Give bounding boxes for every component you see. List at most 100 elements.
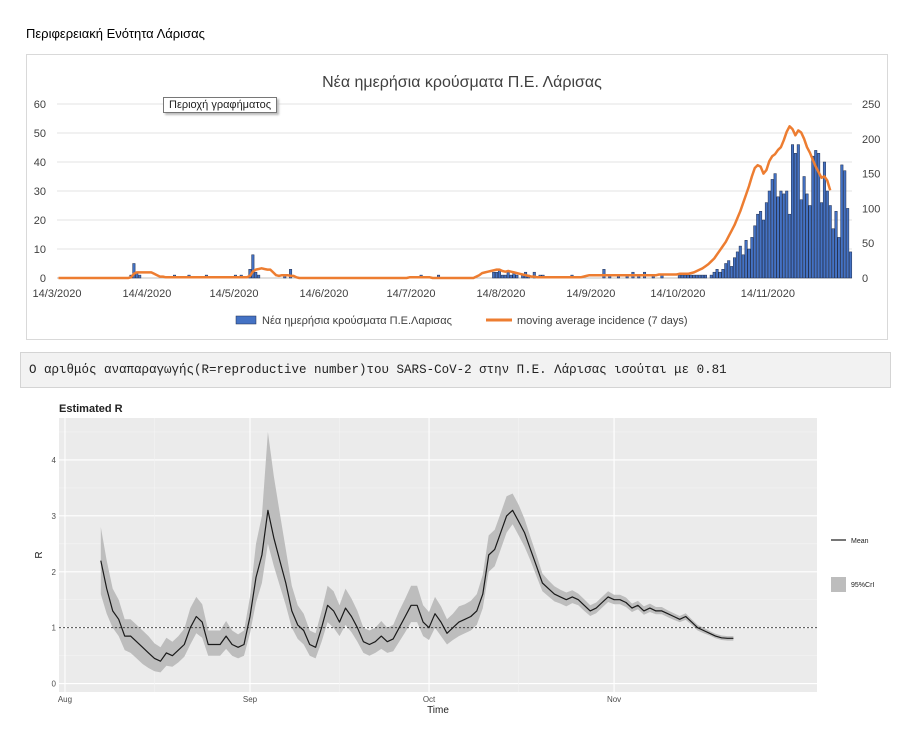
bar bbox=[744, 240, 748, 279]
bar bbox=[503, 274, 507, 279]
x-tick-label: 14/10/2020 bbox=[650, 288, 705, 300]
bar bbox=[802, 176, 806, 279]
bar bbox=[138, 274, 142, 279]
y-right-tick-label: 50 bbox=[862, 238, 874, 250]
bar bbox=[828, 205, 832, 279]
y-right-tick-label: 250 bbox=[862, 99, 880, 111]
bar bbox=[791, 144, 795, 279]
bar bbox=[793, 153, 797, 279]
y-right-tick-label: 200 bbox=[862, 134, 880, 146]
mean-line bbox=[100, 509, 734, 662]
estimated-r-chart: Estimated R 0 1 2 3 4 Aug Sep Oct Nov Time R Mean 95%… bbox=[34, 403, 874, 716]
bar bbox=[747, 248, 751, 279]
bar bbox=[289, 269, 293, 279]
bar bbox=[735, 251, 739, 279]
moving-average-line bbox=[58, 125, 832, 280]
bar bbox=[756, 213, 760, 279]
bar bbox=[515, 274, 519, 279]
bar bbox=[764, 202, 768, 279]
bar bbox=[509, 274, 513, 279]
page-title: Περιφερειακή Ενότητα Λάρισας bbox=[26, 26, 205, 41]
bar bbox=[770, 179, 774, 279]
bar bbox=[846, 208, 850, 279]
bar bbox=[257, 274, 261, 279]
bar bbox=[695, 274, 699, 279]
bar bbox=[721, 269, 725, 279]
legend-ci-label: 95%CrI bbox=[851, 582, 874, 589]
x-tick-label: Oct bbox=[423, 695, 436, 704]
x-tick-label: 14/8/2020 bbox=[476, 288, 525, 300]
y-left-tick-label: 30 bbox=[34, 186, 46, 198]
bar bbox=[779, 190, 783, 279]
bar bbox=[730, 266, 734, 279]
bar bbox=[773, 173, 777, 279]
x-tick-label: 14/4/2020 bbox=[122, 288, 171, 300]
x-tick-label: 14/11/2020 bbox=[741, 288, 795, 300]
bar bbox=[251, 254, 255, 279]
y-left-tick-label: 0 bbox=[40, 273, 46, 285]
bar bbox=[683, 274, 687, 279]
bar bbox=[724, 263, 728, 279]
y-right-tick-label: 100 bbox=[862, 203, 880, 215]
y-axis-title: R bbox=[34, 551, 45, 558]
bar bbox=[602, 269, 606, 279]
bar bbox=[132, 263, 136, 279]
bar bbox=[811, 155, 815, 279]
bar bbox=[831, 228, 835, 279]
legend-line-label: moving average incidence (7 days) bbox=[517, 315, 688, 327]
y-tick-label: 4 bbox=[52, 456, 57, 465]
bar bbox=[709, 274, 713, 279]
bar bbox=[759, 211, 763, 279]
x-tick-label: Sep bbox=[243, 695, 258, 704]
legend-bar-label: Νέα ημερήσια κρούσματα Π.Ε.Λαρισας bbox=[262, 315, 452, 327]
bar bbox=[680, 274, 684, 279]
bar bbox=[677, 274, 681, 279]
bar bbox=[820, 202, 824, 279]
legend-ci-swatch bbox=[831, 577, 846, 592]
bar bbox=[753, 225, 757, 279]
bar bbox=[689, 274, 693, 279]
legend-mean-label: Mean bbox=[851, 538, 869, 545]
chart-area-tooltip: Περιοχή γραφήματος bbox=[163, 97, 277, 113]
bar bbox=[837, 237, 841, 279]
x-tick-label: 14/5/2020 bbox=[210, 288, 259, 300]
x-tick-label: 14/6/2020 bbox=[299, 288, 348, 300]
bar bbox=[762, 219, 765, 279]
x-tick-label: 14/9/2020 bbox=[566, 288, 615, 300]
bar bbox=[495, 271, 499, 279]
bar bbox=[492, 271, 496, 279]
bar bbox=[712, 271, 716, 279]
y-right-tick-label: 0 bbox=[862, 273, 868, 285]
bar bbox=[738, 245, 742, 279]
bar bbox=[799, 199, 803, 279]
bar bbox=[776, 196, 780, 279]
bar bbox=[843, 170, 847, 279]
bar bbox=[840, 164, 844, 279]
bar bbox=[532, 271, 536, 279]
bar bbox=[834, 211, 838, 279]
bar bbox=[805, 193, 809, 279]
bar bbox=[808, 205, 812, 279]
x-tick-label: Nov bbox=[607, 695, 621, 704]
bar bbox=[733, 257, 736, 279]
x-tick-label: Aug bbox=[58, 695, 72, 704]
x-tick-label: 14/3/2020 bbox=[33, 288, 82, 300]
bar bbox=[750, 237, 754, 279]
bar bbox=[254, 271, 258, 279]
bar bbox=[785, 190, 789, 279]
y-left-tick-label: 40 bbox=[34, 157, 46, 169]
bar bbox=[715, 269, 719, 279]
bar bbox=[701, 274, 705, 279]
y-right-tick-label: 150 bbox=[862, 169, 880, 181]
reproductive-number-banner: Ο αριθμός αναπαραγωγής(R=reproductive nu… bbox=[20, 352, 891, 388]
daily-cases-chart: Νέα ημερήσια κρούσματα Π.Ε. Λάρισας 0 10 20… bbox=[33, 74, 881, 327]
bar bbox=[506, 271, 510, 279]
legend-bar-swatch bbox=[235, 315, 257, 325]
chart-title: Νέα ημερήσια κρούσματα Π.Ε. Λάρισας bbox=[322, 74, 602, 91]
y-tick-label: 1 bbox=[52, 624, 57, 633]
y-left-tick-label: 20 bbox=[34, 215, 46, 227]
y-tick-label: 0 bbox=[52, 680, 57, 689]
bar bbox=[727, 260, 731, 279]
bar bbox=[500, 274, 504, 279]
bar bbox=[703, 274, 707, 279]
